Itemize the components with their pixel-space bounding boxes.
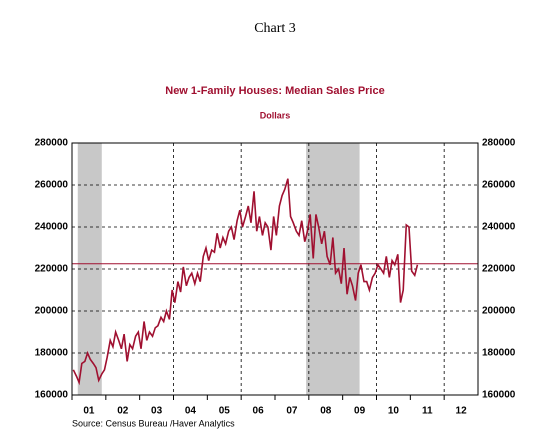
plot-frame	[71, 142, 479, 396]
x-tick-label: 08	[320, 406, 332, 417]
y-tick-label: 160000	[35, 390, 69, 401]
x-tick-label: 05	[219, 406, 231, 417]
x-tick-label: 09	[354, 406, 366, 417]
y2-tick-label: 180000	[482, 348, 516, 359]
x-tick-label: 10	[388, 406, 400, 417]
x-tick-label: 12	[456, 406, 468, 417]
y-tick-label: 280000	[35, 138, 69, 149]
x-tick-label: 06	[253, 406, 265, 417]
x-tick-label: 11	[422, 406, 433, 417]
x-tick-label: 02	[117, 406, 129, 417]
y2-tick-label: 200000	[482, 306, 516, 317]
y-axis-label: Dollars	[260, 110, 291, 120]
y-tick-label: 240000	[35, 222, 69, 233]
x-tick-label: 01	[83, 406, 95, 417]
chart-title: Chart 3	[254, 21, 296, 36]
y2-tick-label: 220000	[482, 264, 516, 275]
x-tick-label: 07	[286, 406, 298, 417]
x-tick-label: 04	[185, 406, 197, 417]
y2-tick-label: 280000	[482, 138, 516, 149]
y-tick-label: 260000	[35, 180, 69, 191]
source-note: Source: Census Bureau /Haver Analytics	[72, 418, 235, 428]
data-line	[72, 178, 419, 386]
x-tick-label: 03	[151, 406, 163, 417]
y2-tick-label: 260000	[482, 180, 516, 191]
y-tick-label: 200000	[35, 306, 69, 317]
y2-tick-label: 160000	[482, 390, 516, 401]
y2-tick-label: 240000	[482, 222, 516, 233]
y-tick-label: 180000	[35, 348, 69, 359]
y-tick-label: 220000	[35, 264, 69, 275]
chart-subtitle: New 1-Family Houses: Median Sales Price	[165, 85, 384, 97]
